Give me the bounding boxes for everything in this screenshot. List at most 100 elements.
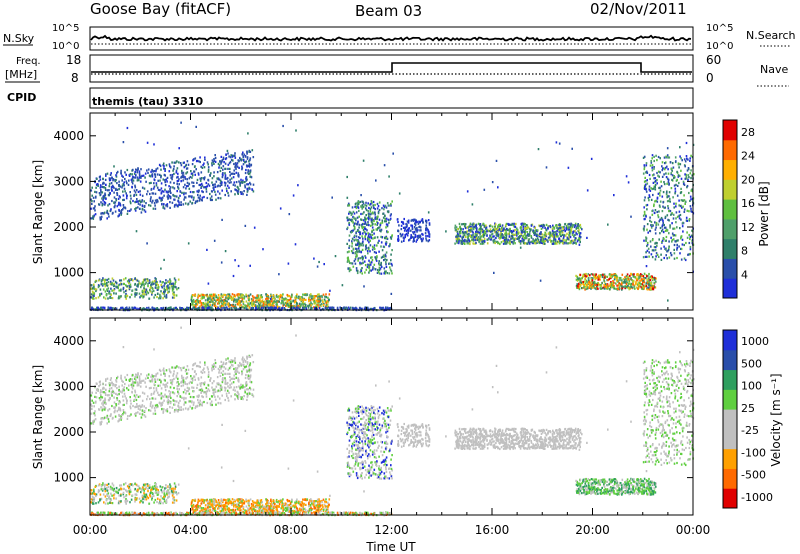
power-cell — [629, 287, 631, 290]
power-cell — [318, 260, 320, 264]
power-cell — [249, 302, 252, 305]
power-cell — [613, 281, 615, 284]
power-cell — [385, 206, 388, 209]
power-cell — [683, 257, 686, 260]
power-cell — [550, 234, 552, 237]
power-cell — [505, 224, 507, 227]
power-cell — [100, 283, 103, 286]
power-cell — [135, 174, 137, 177]
power-cell — [138, 172, 141, 176]
power-cell — [474, 239, 476, 242]
power-cell — [210, 300, 213, 303]
power-cell — [256, 296, 258, 299]
power-cell — [689, 245, 692, 249]
power-cell — [369, 250, 371, 253]
power-cell — [110, 306, 113, 309]
power-cell — [424, 232, 427, 235]
power-cell — [576, 275, 578, 278]
power-cell — [369, 244, 372, 247]
power-cell — [285, 298, 288, 301]
power-cell — [149, 204, 152, 207]
power-cell — [361, 267, 363, 270]
power-cell — [648, 255, 650, 258]
power-cell — [651, 209, 653, 213]
power-cell — [404, 233, 406, 237]
power-cell — [426, 228, 429, 231]
power-cell — [221, 302, 223, 305]
power-cell — [169, 280, 172, 283]
power-cell — [267, 303, 269, 306]
power-cell — [376, 207, 379, 210]
power-cell — [145, 278, 148, 281]
power-cell — [196, 298, 199, 301]
power-cell — [200, 165, 202, 168]
power-cell — [360, 224, 363, 227]
power-cell — [123, 184, 125, 187]
power-cell — [136, 200, 139, 203]
power-cell — [614, 276, 616, 279]
power-cell — [399, 232, 402, 235]
power-cell — [577, 277, 579, 280]
power-cell — [473, 235, 476, 239]
power-cell — [115, 199, 118, 202]
power-cell — [603, 279, 606, 282]
power-cell — [268, 307, 271, 310]
power-cell — [390, 259, 392, 262]
power-cell — [187, 163, 190, 166]
power-cell — [553, 237, 555, 240]
power-cell — [141, 291, 144, 294]
power-cell — [156, 307, 158, 310]
power-cell — [109, 177, 112, 180]
power-cell — [177, 278, 180, 281]
power-cell — [276, 302, 278, 305]
power-cell — [533, 226, 536, 229]
power-cell — [229, 174, 231, 177]
power-cell — [582, 275, 584, 278]
power-cell — [210, 190, 213, 193]
power-cell — [579, 232, 582, 235]
power-cell — [251, 299, 254, 302]
power-cell — [373, 211, 376, 214]
power-cell — [464, 226, 467, 230]
power-cell — [428, 235, 431, 238]
power-cell — [458, 239, 461, 242]
power-cell — [236, 190, 238, 193]
power-cell — [649, 240, 652, 243]
power-cell — [520, 232, 522, 236]
power-cell — [270, 300, 273, 303]
power-cell — [199, 300, 201, 303]
power-cell — [389, 244, 391, 247]
power-cell — [516, 231, 518, 234]
power-cell — [131, 182, 134, 185]
power-cell — [197, 293, 200, 296]
power-cell — [178, 201, 180, 204]
power-cell — [214, 293, 216, 296]
power-cell — [479, 242, 482, 245]
power-cell — [153, 182, 155, 185]
power-cell — [578, 282, 580, 285]
power-cell — [108, 215, 110, 218]
power-cell — [138, 174, 141, 177]
power-cell — [643, 206, 645, 209]
power-cell — [555, 242, 557, 245]
power-cell — [129, 200, 132, 203]
power-cell — [579, 233, 581, 236]
power-cell — [218, 166, 220, 169]
power-cell — [110, 287, 112, 290]
power-cell — [288, 294, 291, 298]
power-cell — [504, 242, 507, 245]
power-cell — [90, 198, 92, 201]
power-cell — [421, 218, 424, 221]
power-cell — [640, 275, 642, 278]
power-cell — [584, 288, 586, 291]
power-cell — [278, 273, 280, 276]
power-cell — [196, 181, 198, 184]
power-cell — [502, 239, 505, 243]
power-cell — [684, 173, 686, 176]
power-cell — [380, 241, 383, 244]
power-cell — [118, 208, 120, 212]
power-cell — [580, 281, 582, 284]
power-cell — [676, 170, 678, 173]
power-cell — [287, 295, 289, 298]
power-cell — [111, 199, 113, 203]
